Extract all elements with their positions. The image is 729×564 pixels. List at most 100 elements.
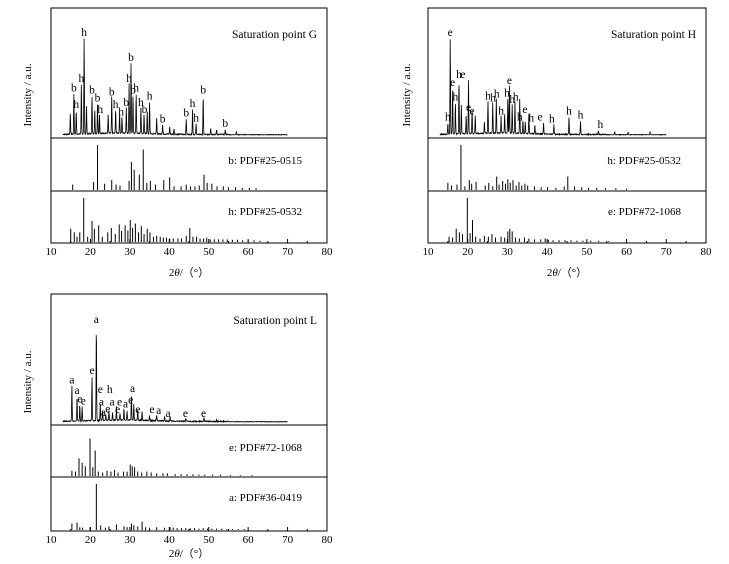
x-axis-label-theta: θ — [174, 548, 180, 560]
diffraction-pattern — [439, 39, 667, 137]
peak-label: b — [128, 52, 134, 64]
peak-label: e — [77, 394, 82, 406]
reference-label: e: PDF#72-1068 — [608, 206, 682, 218]
x-tick-label: 70 — [282, 246, 294, 258]
peak-label: h — [97, 104, 103, 116]
reference-pattern: a: PDF#36-0419 — [71, 484, 303, 530]
y-axis-label: Intensity / a.u. — [22, 63, 34, 126]
peak-label: b — [130, 85, 136, 97]
x-tick-label: 50 — [581, 246, 593, 258]
peak-label: b — [160, 113, 166, 125]
peak-label: e — [81, 396, 86, 408]
peak-label: a — [101, 407, 106, 419]
peak-label: h — [597, 119, 603, 131]
x-tick-label: 40 — [542, 246, 554, 258]
peak-label: e — [105, 403, 110, 415]
peak-label: e — [450, 77, 455, 89]
peak-label: h — [490, 92, 496, 104]
peak-label: b — [89, 85, 95, 97]
peak-label: e — [460, 69, 465, 81]
x-tick-label: 80 — [322, 534, 334, 546]
peak-label: b — [200, 85, 206, 97]
x-tick-label: 50 — [203, 246, 215, 258]
y-axis-label: Intensity / a.u. — [22, 350, 34, 413]
peak-label: h — [73, 99, 79, 111]
peak-label: a — [74, 385, 79, 397]
peak-label: h — [147, 90, 153, 102]
panel-title: Saturation point H — [611, 29, 696, 41]
x-tick-label: 70 — [661, 246, 673, 258]
peak-label: h — [528, 112, 534, 124]
x-tick-label: 30 — [124, 246, 136, 258]
peak-label: b — [142, 104, 148, 116]
peak-label: h — [138, 97, 144, 109]
peak-label: h — [193, 112, 199, 124]
peak-label: h — [78, 73, 84, 85]
peak-label: e — [115, 404, 120, 416]
peak-label: h — [509, 94, 515, 106]
peak-label: h — [517, 111, 523, 123]
y-axis-label: Intensity / a.u. — [401, 63, 413, 126]
x-axis-label: 2θ/（°） — [169, 266, 209, 279]
x-tick-label: 10 — [423, 246, 435, 258]
x-tick-label: 80 — [701, 246, 713, 258]
panel-title: Saturation point G — [232, 29, 317, 41]
reference-label: b: PDF#25-0515 — [228, 155, 302, 167]
peak-label: h — [107, 384, 113, 396]
peak-label: e — [135, 404, 140, 416]
x-tick-label: 70 — [282, 534, 294, 546]
peak-label: a — [156, 405, 161, 417]
peak-label: h — [113, 99, 119, 111]
peak-label: e — [149, 404, 154, 416]
peak-label: a — [166, 408, 171, 420]
peak-label: b — [109, 87, 115, 99]
reference-label: a: PDF#36-0419 — [229, 492, 303, 504]
x-tick-label: 50 — [203, 534, 215, 546]
peak-label: b — [95, 92, 101, 104]
peak-label: e — [201, 408, 206, 420]
x-tick-label: 20 — [462, 246, 474, 258]
peak-label: h — [445, 111, 451, 123]
peak-label: b — [183, 108, 189, 120]
x-tick-label: 20 — [85, 534, 97, 546]
peak-label: h — [494, 88, 500, 100]
panel-G: 10 20 30 40 50 60 70 80 2θ/（°） Intensity / a.u. Sa… — [22, 7, 333, 279]
peak-label: h — [498, 106, 504, 118]
peak-label: h — [453, 91, 459, 103]
x-tick-label: 60 — [621, 246, 633, 258]
peak-label: a — [94, 314, 99, 326]
peak-label: e — [507, 75, 512, 87]
peak-label: h — [578, 110, 584, 122]
x-axis-label-theta: θ — [552, 267, 558, 279]
x-tick-label: 10 — [46, 246, 58, 258]
x-tick-label: 40 — [164, 534, 176, 546]
peak-label: h — [456, 69, 462, 81]
reference-label: h: PDF#25-0532 — [228, 206, 302, 218]
x-tick-label: 40 — [164, 246, 176, 258]
reference-label: e: PDF#72-1068 — [229, 442, 303, 454]
peak-label: h — [126, 73, 132, 85]
peak-label: e — [98, 384, 103, 396]
peak-label: e — [448, 27, 453, 39]
peak-label: e — [522, 104, 527, 116]
diffraction-pattern — [62, 38, 288, 137]
x-tick-label: 10 — [46, 534, 58, 546]
x-axis-label-unit: /（°） — [180, 266, 209, 279]
reference-pattern: e: PDF#72-1068 — [448, 198, 682, 242]
peak-label: a — [130, 383, 135, 395]
x-tick-label: 20 — [85, 246, 97, 258]
x-axis-label-prefix: 2 — [169, 267, 175, 279]
reference-pattern: h: PDF#25-0532 — [447, 145, 681, 190]
reference-pattern: e: PDF#72-1068 — [71, 438, 303, 476]
x-tick-label: 60 — [243, 534, 255, 546]
x-axis-label: 2θ/（°） — [169, 547, 209, 560]
reference-pattern: h: PDF#25-0532 — [70, 198, 302, 242]
peak-label: h — [133, 83, 139, 95]
peak-label: a — [123, 398, 128, 410]
peak-label: e — [537, 111, 542, 123]
peak-label: a — [69, 374, 74, 386]
peak-label: h — [504, 87, 510, 99]
peak-label: h — [566, 106, 572, 118]
peak-label: h — [81, 27, 87, 39]
